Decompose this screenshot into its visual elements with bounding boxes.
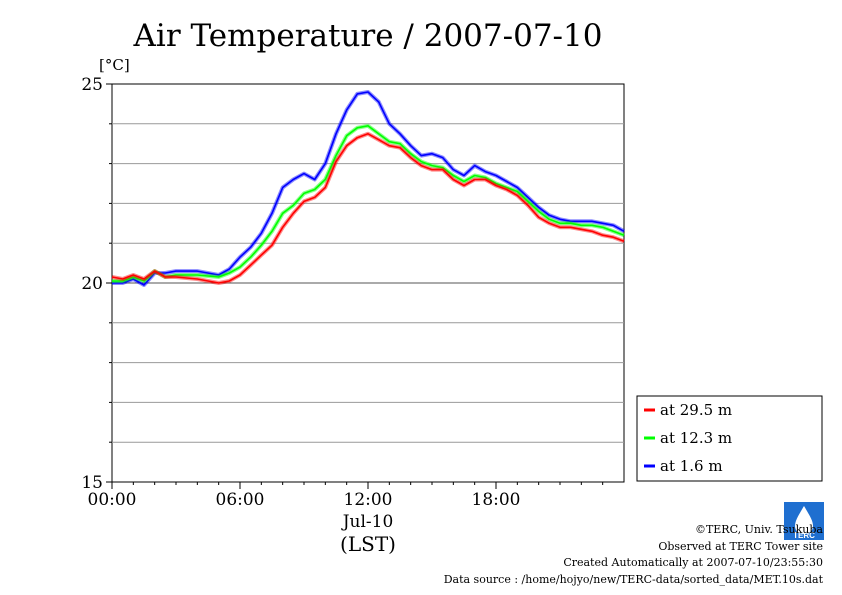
series-line — [112, 125, 625, 282]
x-axis-zone-label: (LST) — [340, 532, 396, 556]
grid-lines — [112, 123, 624, 443]
series-line — [111, 133, 625, 284]
x-axis-date-label: Jul-10 — [341, 512, 394, 532]
terc-logo: TERC — [784, 502, 824, 540]
legend-label: at 1.6 m — [660, 457, 723, 475]
x-tick-label: 06:00 — [216, 490, 265, 510]
terc-logo-text: TERC — [793, 531, 815, 540]
legend: at 29.5 m at 12.3 m at 1.6 m — [636, 395, 823, 482]
series-line — [112, 91, 625, 286]
created-text: Created Automatically at 2007-07-10/23:5… — [563, 556, 823, 569]
legend-label: at 12.3 m — [660, 429, 732, 447]
x-tick-label: 12:00 — [344, 490, 393, 510]
copyright-text: ©TERC, Univ. Tsukuba — [695, 523, 823, 536]
water-drop-icon — [795, 506, 813, 534]
legend-label: at 29.5 m — [660, 401, 732, 419]
data-source-text: Data source : /home/hojyo/new/TERC-data/… — [444, 573, 824, 586]
observed-text: Observed at TERC Tower site — [658, 540, 823, 553]
legend-box — [636, 395, 823, 482]
x-tick-label: 00:00 — [88, 490, 137, 510]
series-halo — [111, 131, 625, 285]
y-tick-label: 20 — [81, 274, 103, 294]
y-axis-label: [°C] — [99, 56, 130, 74]
series-halo — [112, 90, 625, 287]
axis-ticks: 15 20 25 00:00 06:00 12:00 18:00 — [81, 75, 604, 510]
x-tick-label: 18:00 — [472, 490, 521, 510]
y-tick-label: 15 — [81, 473, 103, 493]
series-lines — [111, 90, 625, 287]
chart-title: Air Temperature / 2007-07-10 — [133, 18, 603, 54]
y-tick-label: 25 — [81, 75, 103, 95]
